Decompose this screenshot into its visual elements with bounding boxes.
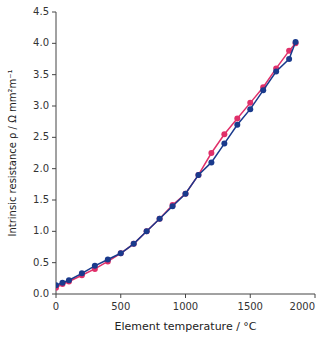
marker [144, 228, 150, 234]
marker [273, 69, 279, 75]
marker [157, 216, 163, 222]
tick-label: 3.5 [33, 69, 49, 80]
tick [120, 294, 121, 298]
series [56, 40, 299, 290]
line [56, 42, 296, 285]
tick [52, 137, 56, 138]
chart: 0.0 0.5 1.0 1.5 2.0 2.5 3.0 3.5 4.0 4.5 0 500 1000 15… [0, 0, 329, 338]
marker [183, 191, 189, 197]
marker [131, 241, 137, 247]
tick [56, 294, 57, 298]
x-axis-line [56, 294, 315, 295]
tick [52, 74, 56, 75]
tick [315, 294, 316, 298]
marker [92, 263, 98, 269]
tick [52, 43, 56, 44]
tick [185, 294, 186, 298]
y-axis: 0.0 0.5 1.0 1.5 2.0 2.5 3.0 3.5 4.0 4.5 [33, 6, 56, 299]
tick-label: 0.0 [33, 288, 49, 299]
x-axis: 0 500 1000 1500 2000 [53, 294, 315, 312]
tick-label: 2.5 [33, 131, 49, 142]
marker [183, 191, 189, 197]
tick-label: 1.5 [33, 194, 49, 205]
marker [195, 172, 201, 178]
tick [52, 262, 56, 263]
tick-label: 2000 [290, 301, 315, 312]
marker [195, 172, 201, 178]
tick-label: 1500 [238, 301, 263, 312]
marker [79, 270, 85, 276]
tick-label: 0.5 [33, 257, 49, 268]
marker [208, 150, 214, 156]
tick-label: 4.0 [33, 37, 49, 48]
marker [221, 141, 227, 147]
marker [66, 277, 72, 283]
marker [56, 282, 59, 288]
tick-label: 2.0 [33, 163, 49, 174]
tick-label: 500 [111, 301, 130, 312]
tick-label: 1.0 [33, 225, 49, 236]
x-axis-label: Element temperature / °C [114, 320, 256, 333]
marker [234, 116, 240, 122]
marker [247, 106, 253, 112]
marker [118, 250, 124, 256]
tick [52, 200, 56, 201]
tick-label: 1000 [173, 301, 198, 312]
series [56, 39, 299, 288]
marker [208, 159, 214, 165]
marker [105, 257, 111, 263]
tick-label: 3.0 [33, 100, 49, 111]
tick [52, 106, 56, 107]
marker [118, 250, 124, 256]
tick [52, 231, 56, 232]
marker [286, 56, 292, 62]
marker [260, 87, 266, 93]
tick-label: 0 [53, 301, 59, 312]
marker [131, 241, 137, 247]
tick [52, 12, 56, 13]
tick [52, 294, 56, 295]
marker [144, 228, 150, 234]
line [56, 43, 296, 287]
marker [157, 216, 163, 222]
marker [234, 122, 240, 128]
marker [59, 280, 65, 286]
plot-area [56, 39, 299, 291]
tick [52, 168, 56, 169]
marker [221, 131, 227, 137]
tick-label: 4.5 [33, 6, 49, 17]
y-axis-label: Intrinsic resistance ρ / Ω mm²m⁻¹ [7, 70, 18, 237]
tick [250, 294, 251, 298]
marker [170, 203, 176, 209]
marker [293, 39, 299, 45]
y-axis-line [56, 12, 57, 294]
